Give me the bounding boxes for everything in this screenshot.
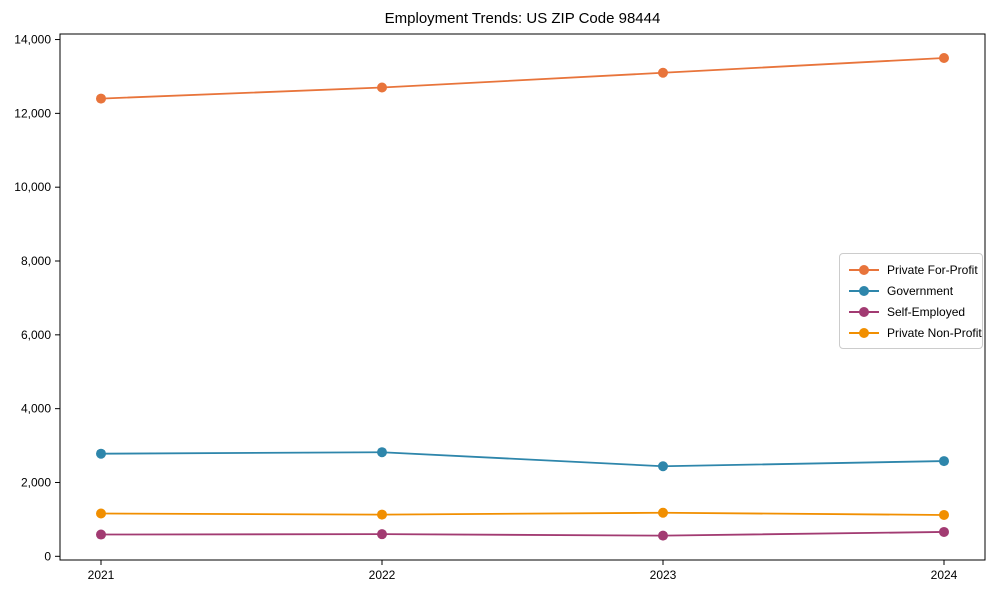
line-marker-icon (849, 327, 879, 338)
data-point (96, 93, 106, 104)
series-private-non-profit (96, 507, 949, 520)
x-tick-label: 2023 (650, 568, 677, 582)
data-point (377, 447, 387, 458)
data-point (939, 526, 949, 537)
data-point (377, 509, 387, 520)
y-tick-label: 10,000 (14, 180, 51, 194)
x-tick-label: 2024 (931, 568, 958, 582)
data-point (658, 507, 668, 518)
series-self-employed (96, 526, 949, 541)
y-tick-label: 4,000 (21, 402, 51, 416)
data-point (658, 530, 668, 541)
data-point (96, 508, 106, 519)
y-tick-label: 8,000 (21, 254, 51, 268)
data-point (939, 509, 949, 520)
line-marker-icon (849, 285, 879, 296)
y-tick-label: 0 (44, 549, 51, 563)
y-tick-label: 2,000 (21, 475, 51, 489)
data-point (939, 52, 949, 63)
data-point (96, 448, 106, 459)
data-point (96, 529, 106, 540)
legend-item-government: Government (849, 281, 973, 300)
legend-label: Self-Employed (887, 304, 966, 319)
plot-frame (59, 33, 986, 561)
data-point (377, 529, 387, 540)
line-marker-icon (849, 264, 879, 275)
legend: Private For-Profit Government Self-Emplo… (839, 253, 983, 349)
series-line (100, 451, 945, 468)
legend-label: Private Non-Profit (887, 325, 982, 340)
y-tick-label: 12,000 (14, 106, 51, 120)
data-point (658, 461, 668, 472)
series-government (96, 447, 949, 472)
x-tick-label: 2022 (369, 568, 396, 582)
legend-label: Private For-Profit (887, 262, 978, 277)
data-point (939, 456, 949, 467)
legend-item-private-non-profit: Private Non-Profit (849, 323, 982, 342)
y-tick-label: 14,000 (14, 33, 51, 47)
legend-label: Government (887, 283, 954, 298)
x-tick-label: 2021 (88, 568, 115, 582)
legend-item-private-for-profit: Private For-Profit (849, 260, 978, 279)
series-line (100, 511, 945, 516)
data-point (377, 82, 387, 93)
y-tick-label: 6,000 (21, 328, 51, 342)
series-line (100, 57, 945, 100)
legend-item-self-employed: Self-Employed (849, 302, 973, 321)
data-point (658, 67, 668, 78)
line-marker-icon (849, 306, 879, 317)
series-private-for-profit (96, 52, 949, 104)
series-line (100, 531, 945, 537)
chart-title: Employment Trends: US ZIP Code 98444 (384, 10, 661, 27)
